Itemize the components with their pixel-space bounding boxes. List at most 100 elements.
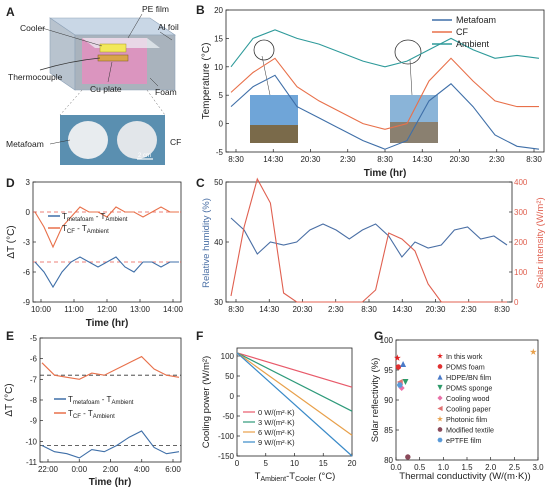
f-xlabel-t1: T — [255, 471, 261, 482]
c-xtick-label-5: 14:30 — [392, 305, 413, 314]
c-xtick-label-2: 20:30 — [292, 305, 313, 314]
highlight-circle-2 — [394, 39, 422, 65]
panel-f-letter: F — [196, 329, 203, 343]
d-xtick-label-2: 12:00 — [97, 305, 118, 314]
legend-d-cf-mid: - T — [75, 224, 87, 233]
panel-c-series — [230, 177, 508, 303]
panel-d-legend-metafoam: Tmetafoam - TAmbient — [62, 212, 128, 223]
g-legend-label-6: Photonic film — [446, 415, 487, 424]
b-xtick-label-6: 20:30 — [449, 155, 470, 164]
d-ytick-label-4: 3 — [26, 178, 31, 187]
f-legend-label-0: 0 W/(m²·K) — [258, 408, 295, 417]
f-xlabel-mid: -T — [286, 471, 295, 482]
d-ytick-label-0: -9 — [23, 298, 31, 307]
d-ytick-label-3: 0 — [26, 208, 31, 217]
panel-g: G 80 85 90 95 100 0.0 0.5 1.0 1.5 2.0 2.5 3.0 In th… — [370, 329, 544, 482]
panel-b: B -5 0 5 10 15 20 8:30 14:30 20:30 2:30 8:30 14:30 2… — [196, 3, 545, 179]
panel-c: C 30 40 50 0 100 200 300 400 8:30 14:30 20:30 2:30 8… — [196, 176, 546, 314]
c-left-ytick-label-1: 40 — [214, 238, 223, 247]
panel-e-ylabel: ΔT (°C) — [4, 383, 15, 416]
legend-e-mf-t1: T — [68, 395, 73, 404]
c-right-ytick-label-3: 300 — [514, 208, 528, 217]
g-legend-label-0: In this work — [446, 352, 483, 361]
d-ytick-label-1: -6 — [23, 268, 31, 277]
g-legend-label-5: Cooling paper — [446, 405, 491, 414]
b-series-1 — [230, 57, 539, 130]
g-xtick-label-3: 1.5 — [461, 463, 473, 472]
inset-photo-1-ground — [250, 125, 298, 143]
f-legend-label-3: 9 W/(m²·K) — [258, 438, 295, 447]
panel-c-letter: C — [196, 176, 205, 190]
g-ytick-label-2: 90 — [384, 396, 393, 405]
c-xtick-label-6: 20:30 — [425, 305, 446, 314]
highlight-circle-1 — [253, 39, 275, 61]
label-cooler: Cooler — [20, 23, 45, 33]
g-point-1 — [395, 364, 402, 370]
b-ytick-label-3: 10 — [214, 63, 223, 72]
panel-c-ticks: 30 40 50 0 100 200 300 400 8:30 14:30 20:30 2:30 8:3… — [214, 178, 528, 314]
c-right-ytick-label-0: 0 — [514, 298, 519, 307]
panel-a: A Cooler PE film Al foil Thermocouple Cu… — [6, 4, 181, 165]
g-legend-marker-6 — [437, 415, 443, 422]
g-point-2 — [400, 361, 407, 367]
panel-f: F -150 -100 -50 0 50 100 0 5 10 15 20 0 W/(m²·K)3 … — [196, 329, 357, 483]
d-xtick-label-1: 11:00 — [64, 305, 84, 314]
legend-e-cf-mid: - T — [81, 409, 93, 418]
panel-e-legend-cf: TCF - TAmbient — [68, 409, 115, 420]
panel-b-inset-photo-1 — [250, 39, 298, 143]
g-xtick-label-0: 0.0 — [390, 463, 402, 472]
legend-d-cf-t1: T — [62, 224, 67, 233]
inset-photo-2-ground — [390, 122, 438, 143]
e-ytick-label-4: -7 — [30, 375, 38, 384]
f-xtick-label-2: 10 — [290, 459, 299, 468]
legend-b-metafoam-label: Metafoam — [456, 15, 496, 25]
c-right-ytick-label-2: 200 — [514, 238, 528, 247]
e-series-0 — [41, 355, 180, 380]
f-xtick-label-1: 5 — [264, 459, 269, 468]
c-right-ytick-label-4: 400 — [514, 178, 528, 187]
c-series-0 — [230, 217, 508, 258]
g-legend-marker-2 — [437, 374, 443, 380]
c-xtick-label-3: 2:30 — [328, 305, 344, 314]
legend-e-cf-sub1: CF — [73, 414, 81, 420]
g-point-8 — [396, 382, 403, 388]
b-xtick-label-8: 8:30 — [526, 155, 542, 164]
e-xtick-label-1: 0:00 — [71, 465, 87, 474]
f-legend-label-1: 3 W/(m²·K) — [258, 418, 295, 427]
legend-d-mf-sub2: Ambient — [105, 217, 127, 223]
d-ytick-label-2: -3 — [23, 238, 31, 247]
f-legend-label-2: 6 W/(m²·K) — [258, 428, 295, 437]
panel-e-xlabel: Time (hr) — [89, 477, 132, 488]
g-xtick-label-5: 2.5 — [509, 463, 521, 472]
leader-pe — [127, 13, 143, 39]
inset-link-2 — [409, 59, 413, 96]
label-foam: Foam — [155, 87, 177, 97]
label-pe-film: PE film — [142, 4, 169, 14]
thermocouple-wire — [39, 57, 101, 71]
panel-d: D -9 -6 -3 0 3 10:00 11:00 12:00 13:00 14:00 TCF … — [6, 176, 184, 329]
g-ytick-label-0: 80 — [384, 456, 393, 465]
panel-e-series — [40, 355, 181, 459]
panel-f-xlabel: TAmbient-TCooler (°C) — [255, 471, 336, 483]
e-ytick-label-1: -10 — [25, 437, 37, 446]
panel-f-ylabel: Cooling power (W/m²) — [201, 356, 212, 448]
c-left-ytick-label-0: 30 — [214, 298, 223, 307]
panel-f-legend: 0 W/(m²·K)3 W/(m²·K)6 W/(m²·K)9 W/(m²·K) — [243, 408, 295, 447]
f-xlabel-sub2: Cooler — [295, 476, 316, 483]
panel-b-ticks: -5 0 5 10 15 20 8:30 14:30 20:30 2:30 8:30 14:30 20:… — [214, 6, 542, 164]
g-legend-label-2: HDPE/BN film — [446, 373, 491, 382]
label-metafoam: Metafoam — [6, 139, 44, 149]
g-point-0 — [394, 354, 401, 361]
g-legend-label-3: PDMS sponge — [446, 384, 492, 393]
g-ytick-label-3: 95 — [384, 366, 393, 375]
panel-f-series — [236, 352, 353, 457]
panel-b-legend: Metafoam CF Ambient — [432, 15, 496, 49]
e-ytick-label-2: -9 — [30, 417, 38, 426]
panel-d-ylabel: ΔT (°C) — [6, 225, 17, 258]
f-ytick-label-4: 50 — [225, 372, 234, 381]
g-xtick-label-1: 0.5 — [414, 463, 426, 472]
legend-e-cf-t1: T — [68, 409, 73, 418]
b-xtick-label-3: 2:30 — [340, 155, 356, 164]
panel-a-letter: A — [6, 5, 15, 19]
